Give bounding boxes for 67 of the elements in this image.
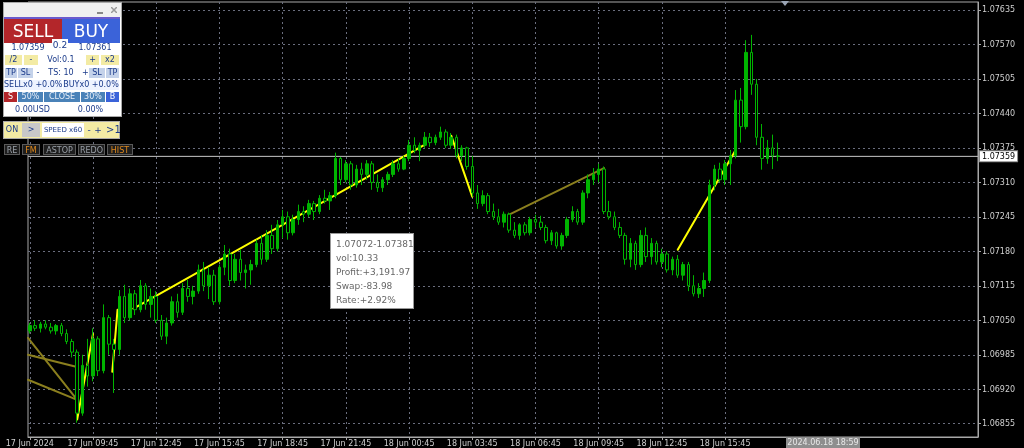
y-tick-label: 1.07635	[982, 5, 1016, 15]
x-tick-label: 18 Jun 03:45	[446, 438, 498, 448]
annotation: BUY	[73, 21, 109, 41]
annotation: 0.00%	[76, 104, 105, 115]
y-tick-label: 1.07180	[982, 246, 1016, 256]
y-tick-label: 1.07050	[982, 315, 1016, 325]
annotation: Vol:0.1	[38, 55, 84, 65]
annotation: x2	[101, 55, 119, 65]
annotation: TP	[106, 68, 119, 78]
annotation: FM	[22, 144, 40, 155]
annotation: >1	[106, 123, 121, 137]
text: RE	[4, 144, 20, 155]
x-tick-label: 18 Jun 15:45	[699, 438, 751, 448]
annotation: +	[91, 123, 105, 137]
annotation: 1.07072-1.07381	[336, 238, 414, 251]
x-tick-label: 17 Jun 2024	[5, 438, 54, 448]
y-tick-label: 1.07375	[982, 143, 1016, 153]
ref-line-label: 1.07359	[982, 151, 1016, 161]
annotation: Swap:-83.98	[336, 280, 394, 293]
annotation: SELLx0 +0.0%	[4, 80, 63, 90]
annotation: CLOSE	[44, 92, 80, 102]
text: /2	[5, 55, 22, 65]
annotation: SL	[18, 68, 33, 78]
annotation: 0.2	[52, 39, 68, 52]
annotation: vol:10.33	[336, 252, 380, 265]
x-tick-label: 18 Jun 12:45	[636, 438, 688, 448]
annotation: +	[82, 68, 89, 78]
annotation: BUYx0 +0.0%	[63, 80, 119, 90]
annotation: SL	[89, 68, 105, 78]
x-tick-label: 18 Jun 06:45	[510, 438, 561, 448]
x-tick-label: 17 Jun 18:45	[257, 438, 309, 448]
annotation: +	[86, 55, 99, 65]
y-tick-label: 1.07570	[982, 39, 1016, 49]
annotation: 1.07361	[70, 43, 120, 53]
annotation: -	[24, 55, 38, 65]
annotation: TS: 10	[42, 68, 80, 78]
y-tick-label: 1.06985	[982, 350, 1016, 360]
annotation: >	[22, 123, 40, 137]
y-tick-label: 1.06920	[982, 384, 1016, 394]
annotation: 30%	[81, 92, 105, 102]
y-tick-label: 1.07115	[982, 281, 1016, 291]
annotation: -	[35, 68, 41, 78]
text: 2024.06.18 18:59	[786, 437, 860, 448]
annotation: ASTOP	[43, 144, 76, 155]
annotation: -	[85, 123, 93, 137]
y-tick-label: 1.06855	[982, 419, 1016, 429]
annotation: 0.00USD	[14, 104, 51, 115]
text: TP	[5, 68, 17, 78]
x-tick-label: 18 Jun 09:45	[573, 438, 625, 448]
text: S	[4, 92, 17, 102]
y-tick-label: 1.07440	[982, 108, 1016, 118]
annotation: B	[106, 92, 119, 102]
annotation: Rate:+2.92%	[336, 294, 397, 307]
annotation: Profit:+3,191.97	[336, 266, 412, 279]
y-tick-label: 1.07310	[982, 177, 1016, 187]
x-tick-label: 17 Jun 09:45	[67, 438, 119, 448]
annotation: 1.07359	[4, 43, 52, 53]
annotation: HIST	[107, 144, 133, 155]
x-tick-label: 18 Jun 00:45	[383, 438, 435, 448]
text: ON	[4, 123, 20, 137]
annotation: REDO	[78, 144, 105, 155]
y-tick-label: 1.07505	[982, 74, 1016, 84]
y-tick-label: 1.07245	[982, 212, 1016, 222]
x-tick-label: 17 Jun 21:45	[320, 438, 372, 448]
annotation: 50%	[18, 92, 43, 102]
x-tick-label: 17 Jun 12:45	[130, 438, 182, 448]
x-tick-label: 17 Jun 15:45	[193, 438, 245, 448]
